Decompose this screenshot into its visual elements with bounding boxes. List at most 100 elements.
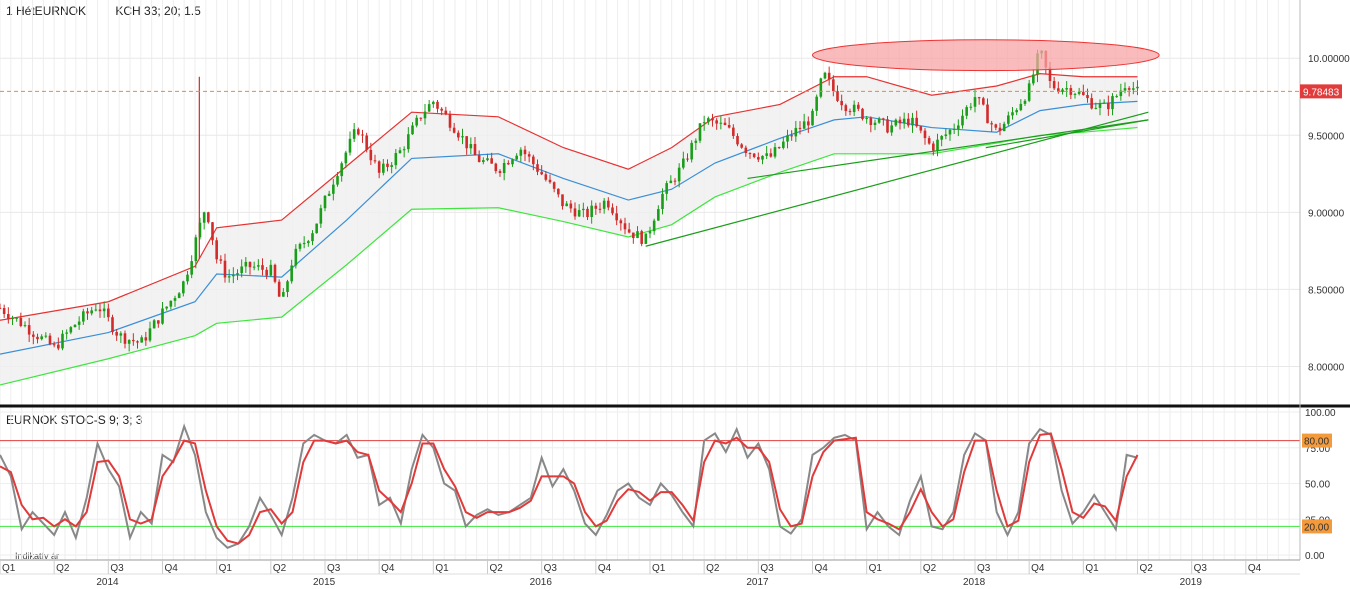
- candle-body: [461, 136, 464, 138]
- candle-body: [386, 163, 389, 167]
- candle-body: [665, 183, 668, 194]
- middle-band-line: [0, 100, 1138, 355]
- candle-body: [361, 134, 364, 136]
- candle-body: [182, 281, 185, 294]
- candle-body: [927, 138, 931, 144]
- candle-body: [436, 101, 439, 109]
- candle-body: [302, 243, 306, 245]
- candle-body: [390, 165, 393, 167]
- candle-body: [1090, 98, 1093, 109]
- candle-body: [748, 153, 752, 155]
- stoch-tick-label: 100.00: [1305, 408, 1336, 419]
- candle-body: [569, 203, 573, 209]
- candle-body: [44, 335, 48, 337]
- candle-body: [157, 320, 160, 324]
- candle-body: [686, 158, 689, 160]
- candle-body: [848, 111, 852, 113]
- candle-body: [561, 194, 564, 207]
- stoch-tick-label: 0.00: [1305, 551, 1325, 562]
- candle-body: [369, 149, 373, 161]
- candle-body: [323, 195, 327, 209]
- candle-body: [1015, 110, 1018, 113]
- candle-body: [757, 157, 760, 160]
- candle-body: [427, 104, 431, 112]
- quarter-label: Q2: [923, 563, 937, 574]
- candle-body: [523, 149, 527, 155]
- candle-body: [898, 119, 902, 124]
- year-label: 2014: [96, 577, 119, 588]
- candle-body: [882, 118, 885, 120]
- candle-body: [832, 79, 835, 92]
- candle-body: [586, 208, 589, 218]
- level-label: 80.00: [1304, 437, 1329, 448]
- candle-body: [252, 266, 256, 268]
- candle-body: [640, 231, 643, 244]
- candle-body: [961, 115, 964, 126]
- candle-body: [940, 136, 943, 140]
- candle-body: [802, 121, 806, 129]
- candle-body: [652, 220, 656, 232]
- candle-body: [61, 333, 64, 349]
- candle-body: [573, 208, 577, 217]
- candle-body: [1073, 93, 1077, 95]
- candle-body: [344, 152, 348, 164]
- candle-body: [627, 229, 631, 233]
- candle-body: [694, 140, 698, 143]
- candle-body: [198, 222, 202, 238]
- candle-body: [773, 147, 777, 157]
- year-label: 2019: [1180, 577, 1203, 588]
- candle-body: [819, 78, 823, 97]
- stoch-d-line: [0, 432, 1139, 545]
- indicative-price-note: Indikatív ár: [15, 551, 60, 561]
- candle-body: [332, 184, 335, 194]
- quarter-label: Q4: [381, 563, 395, 574]
- candle-body: [594, 205, 598, 209]
- candle-body: [232, 274, 235, 277]
- candle-body: [298, 243, 302, 249]
- candle-body: [1102, 102, 1106, 104]
- candle-body: [765, 153, 768, 156]
- quarter-label: Q4: [1248, 563, 1262, 574]
- candle-body: [844, 105, 848, 112]
- candle-body: [719, 122, 723, 124]
- candle-body: [319, 208, 323, 224]
- candle-body: [869, 118, 873, 125]
- candle-body: [919, 126, 923, 131]
- channel-fill: [0, 73, 1138, 385]
- candle-body: [307, 241, 310, 244]
- candle-body: [677, 167, 681, 182]
- candle-body: [498, 171, 502, 174]
- candle-body: [615, 213, 618, 221]
- quarter-label: Q4: [165, 563, 179, 574]
- candle-body: [715, 120, 718, 124]
- candle-body: [786, 135, 789, 142]
- stoch-tick-label: 75.00: [1305, 444, 1330, 455]
- candle-body: [1032, 74, 1035, 84]
- candle-body: [811, 110, 814, 126]
- candle-body: [1094, 107, 1098, 109]
- candle-body: [177, 293, 181, 299]
- candle-body: [465, 136, 468, 149]
- candle-body: [982, 98, 985, 105]
- candle-body: [240, 266, 243, 274]
- candle-body: [48, 335, 52, 345]
- quarter-label: Q3: [327, 563, 341, 574]
- candle-body: [69, 327, 73, 333]
- candle-body: [52, 344, 56, 346]
- candle-body: [990, 123, 993, 125]
- candle-body: [277, 281, 281, 297]
- candle-body: [861, 108, 864, 120]
- candle-body: [648, 231, 652, 234]
- candle-body: [98, 309, 102, 312]
- candle-body: [673, 180, 677, 182]
- upper-band-line: [0, 73, 1138, 321]
- candle-body: [552, 182, 556, 189]
- candle-body: [65, 332, 68, 334]
- candle-body: [457, 132, 460, 138]
- candle-body: [698, 123, 702, 141]
- current-price-marker: [1300, 84, 1342, 99]
- candle-body: [402, 149, 406, 151]
- candle-body: [736, 135, 739, 145]
- candle-body: [352, 129, 356, 139]
